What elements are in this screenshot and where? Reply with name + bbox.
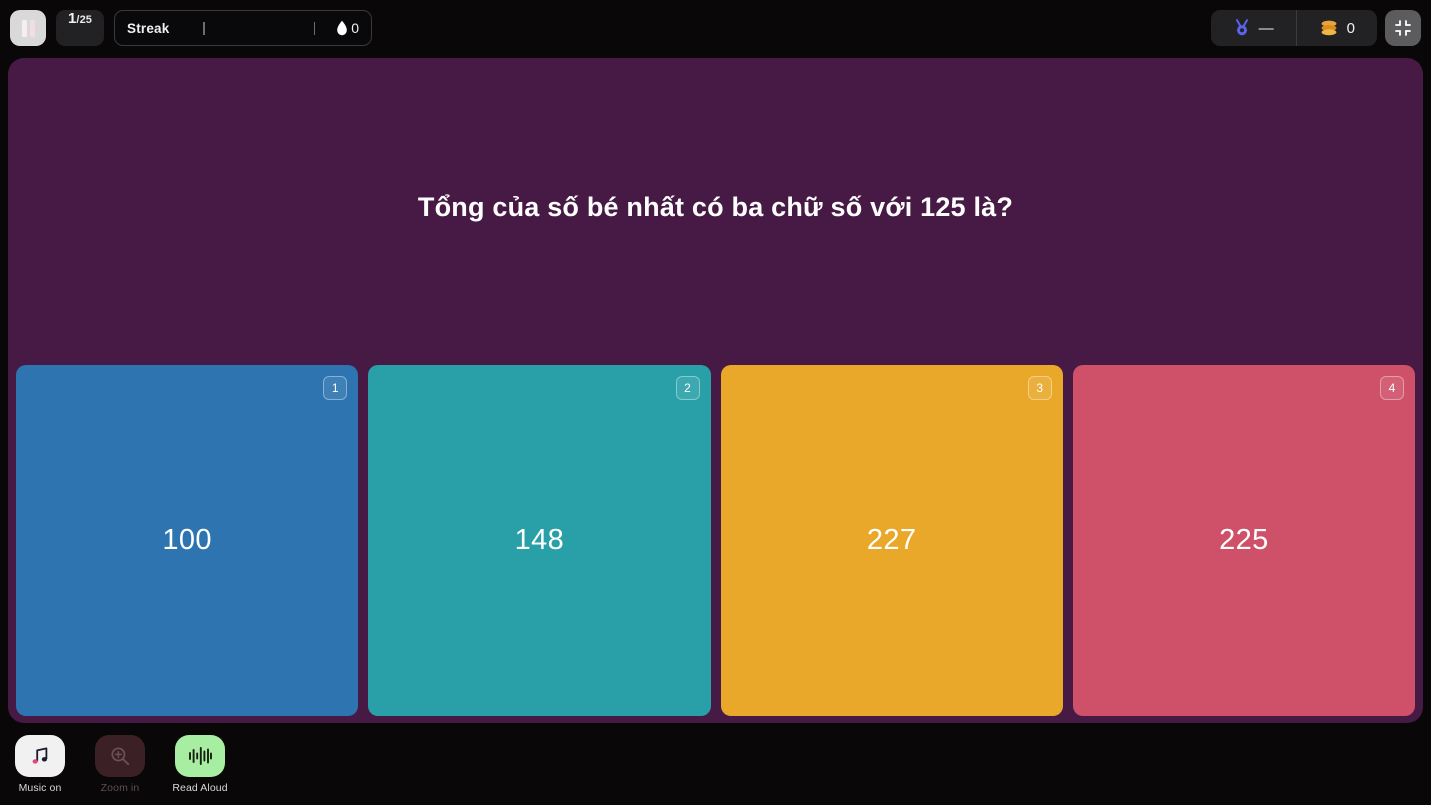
answer-text-1: 100 (162, 524, 212, 556)
question-counter: 1/25 (56, 10, 104, 46)
pause-button[interactable] (10, 10, 46, 46)
answer-badge-2: 2 (675, 376, 700, 400)
music-note-icon (15, 734, 65, 777)
answer-text-4: 225 (1219, 524, 1269, 556)
answer-badge-3: 3 (1027, 376, 1052, 400)
waveform-icon (175, 734, 225, 777)
zoom-in-label: Zoom in (100, 781, 140, 794)
question-counter-total: /25 (76, 14, 93, 26)
answer-tile-3[interactable]: 3 227 (720, 365, 1063, 716)
answer-tile-4[interactable]: 4 225 (1072, 365, 1415, 716)
answer-tile-2[interactable]: 2 148 (368, 365, 711, 716)
stat-group: — 0 (1210, 10, 1377, 46)
top-bar-right-group: — 0 (1210, 10, 1421, 46)
streak-bar: Streak 0 (114, 10, 372, 46)
music-toggle-button[interactable]: Music on (14, 734, 66, 794)
fullscreen-exit-icon (1395, 20, 1411, 36)
rank-stat[interactable]: — (1211, 10, 1296, 46)
zoom-in-button[interactable]: Zoom in (94, 734, 146, 794)
streak-count: 0 (335, 20, 359, 36)
stat-divider (1295, 10, 1297, 46)
answer-options: 1 100 2 148 3 227 4 225 (16, 365, 1415, 716)
question-panel: Tổng của số bé nhất có ba chữ số với 125… (8, 58, 1423, 723)
read-aloud-button[interactable]: Read Aloud (172, 734, 228, 794)
streak-tick-2 (313, 21, 315, 35)
answer-tile-1[interactable]: 1 100 (16, 365, 359, 716)
magnifier-plus-icon (95, 734, 145, 777)
streak-tick-marks (203, 11, 315, 45)
streak-count-value: 0 (351, 20, 359, 36)
coins-value: 0 (1346, 19, 1355, 37)
music-toggle-label: Music on (18, 781, 62, 794)
streak-tick-1 (203, 21, 205, 35)
answer-badge-1: 1 (323, 376, 348, 400)
flame-icon (337, 20, 348, 36)
read-aloud-label: Read Aloud (172, 781, 228, 794)
streak-label: Streak (127, 20, 170, 36)
medal-icon (1235, 19, 1248, 36)
answer-badge-4: 4 (1380, 376, 1404, 400)
bottom-toolbar: Music on Zoom in (0, 723, 1431, 805)
pause-icon (21, 19, 27, 37)
question-text: Tổng của số bé nhất có ba chữ số với 125… (417, 192, 1014, 222)
fullscreen-exit-button[interactable] (1385, 10, 1421, 46)
pause-icon-bar-2 (29, 19, 35, 37)
answer-text-2: 148 (514, 524, 565, 556)
top-bar: 1/25 Streak 0 (0, 0, 1431, 56)
top-bar-left-group: 1/25 Streak 0 (10, 10, 372, 46)
answer-text-3: 227 (866, 524, 917, 556)
coins-icon (1321, 20, 1337, 36)
coins-stat[interactable]: 0 (1297, 10, 1377, 46)
question-counter-current: 1 (67, 10, 77, 27)
rank-value: — (1258, 19, 1274, 37)
